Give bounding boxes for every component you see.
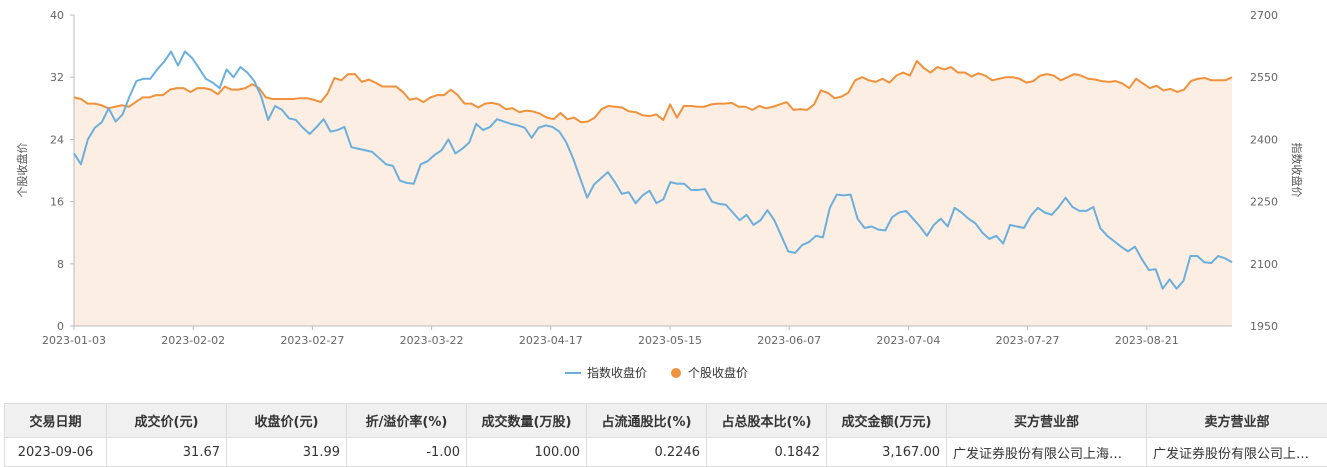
cell-total-share-ratio: 0.1842 <box>707 438 827 467</box>
x-tick-label: 2023-07-04 <box>876 334 940 347</box>
x-tick-label: 2023-02-27 <box>280 334 344 347</box>
cell-deal-amount: 3,167.00 <box>827 438 947 467</box>
table-row: 2023-09-06 31.67 31.99 -1.00 100.00 0.22… <box>5 438 1327 467</box>
cell-premium-rate: -1.00 <box>347 438 467 467</box>
y-right-tick-label: 2250 <box>1250 196 1278 209</box>
x-tick-label: 2023-07-27 <box>996 334 1060 347</box>
x-tick-label: 2023-08-21 <box>1115 334 1179 347</box>
y-left-axis-title: 个股收盘价 <box>15 143 29 198</box>
header-seller-branch: 卖方营业部 <box>1147 404 1327 438</box>
y-left-tick-label: 16 <box>50 196 64 209</box>
y-left-tick-label: 40 <box>50 9 64 22</box>
cell-deal-volume: 100.00 <box>467 438 587 467</box>
x-tick-label: 2023-05-15 <box>638 334 702 347</box>
stock-area-fill <box>74 61 1232 326</box>
cell-trade-date: 2023-09-06 <box>5 438 107 467</box>
y-right-axis-title: 指数收盘价 <box>1290 143 1304 198</box>
y-left-tick-label: 24 <box>50 133 64 146</box>
y-right-tick-label: 2700 <box>1250 9 1278 22</box>
block-trade-table: 交易日期 成交价(元) 收盘价(元) 折/溢价率(%) 成交数量(万股) 占流通… <box>4 403 1327 467</box>
y-left-tick-label: 32 <box>50 71 64 84</box>
table-header-row: 交易日期 成交价(元) 收盘价(元) 折/溢价率(%) 成交数量(万股) 占流通… <box>5 404 1327 438</box>
legend-stock-label[interactable]: 个股收盘价 <box>688 365 748 380</box>
y-left-tick-label: 8 <box>57 258 64 271</box>
area-fill-layer <box>74 61 1232 326</box>
header-premium-rate[interactable]: 折/溢价率(%) <box>347 404 467 438</box>
legend-index-label[interactable]: 指数收盘价 <box>587 365 647 380</box>
cell-close-price: 31.99 <box>227 438 347 467</box>
chart-legend[interactable]: 指数收盘价 个股收盘价 <box>565 365 748 380</box>
header-deal-price[interactable]: 成交价(元) <box>107 404 227 438</box>
x-tick-label: 2023-02-02 <box>161 334 225 347</box>
x-tick-label: 2023-06-07 <box>757 334 821 347</box>
cell-deal-price: 31.67 <box>107 438 227 467</box>
legend-stock-swatch[interactable] <box>671 368 681 378</box>
header-trade-date[interactable]: 交易日期 <box>5 404 107 438</box>
y-right-tick-label: 2400 <box>1250 133 1278 146</box>
x-tick-label: 2023-03-22 <box>400 334 464 347</box>
y-right-tick-label: 2550 <box>1250 71 1278 84</box>
header-deal-volume[interactable]: 成交数量(万股) <box>467 404 587 438</box>
y-right-tick-label: 1950 <box>1250 320 1278 333</box>
cell-buyer-branch[interactable]: 广发证券股份有限公司上海… <box>947 438 1147 467</box>
x-tick-label: 2023-04-17 <box>519 334 583 347</box>
x-tick-label: 2023-01-03 <box>42 334 106 347</box>
header-float-share-ratio[interactable]: 占流通股比(%) <box>587 404 707 438</box>
dual-axis-line-chart: 0 8 16 24 32 40 1950 2100 2250 2400 2550 2700 2023-0… <box>0 0 1327 395</box>
header-buyer-branch: 买方营业部 <box>947 404 1147 438</box>
header-close-price[interactable]: 收盘价(元) <box>227 404 347 438</box>
header-deal-amount[interactable]: 成交金额(万元) <box>827 404 947 438</box>
cell-float-share-ratio: 0.2246 <box>587 438 707 467</box>
cell-seller-branch[interactable]: 广发证券股份有限公司上海… <box>1147 438 1327 467</box>
y-left-tick-label: 0 <box>57 320 64 333</box>
y-right-tick-label: 2100 <box>1250 258 1278 271</box>
chart-area: 0 8 16 24 32 40 1950 2100 2250 2400 2550 2700 2023-0… <box>0 0 1327 395</box>
header-total-share-ratio[interactable]: 占总股本比(%) <box>707 404 827 438</box>
